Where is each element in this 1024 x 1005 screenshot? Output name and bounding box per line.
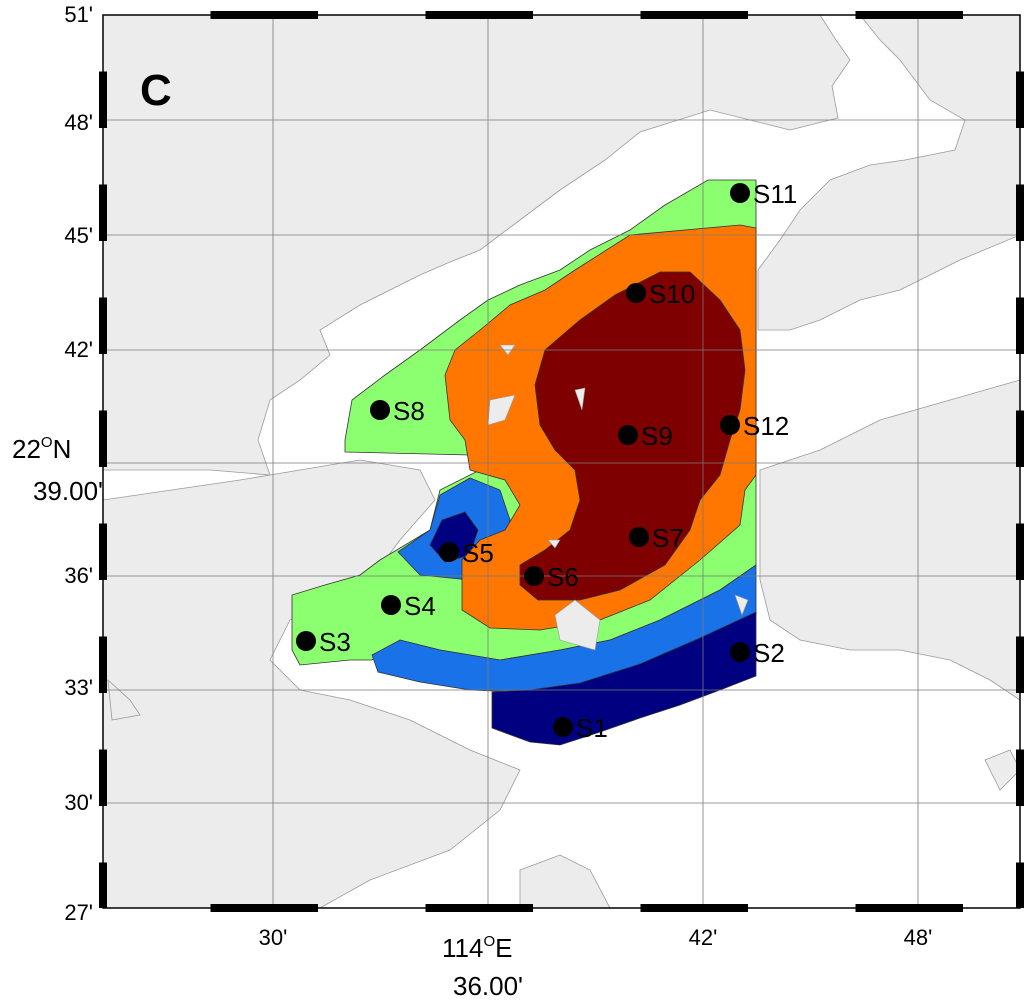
land-south-island [519,854,611,908]
border-segment [640,11,748,19]
y-tick-label: 33' [64,675,93,700]
station-marker-s1 [553,717,573,737]
border-segment [99,749,107,806]
y-tick-label: 39.00' [33,476,103,506]
border-segment [1016,862,1024,908]
neatline-border [99,11,1024,912]
border-segment [1016,297,1024,354]
y-tick-label: 30' [64,790,93,815]
border-segment [99,410,107,467]
y-tick-label: 27' [64,900,93,925]
x-main-degrees: 114 [442,933,483,963]
station-marker-s11 [730,183,750,203]
land-southeast-islet [984,749,1020,791]
border-segment [99,862,107,908]
y-tick-label: 45' [64,223,93,248]
land-east [759,379,1020,701]
gridlines [103,15,1020,908]
station-label-s5: S5 [462,538,494,568]
border-segment [640,904,748,912]
x-main-suffix: E [495,933,512,963]
panel-letter: C [140,66,172,115]
border-segment [1016,749,1024,806]
station-label-s12: S12 [743,411,789,441]
x-tick-label: 42' [689,925,718,950]
station-marker-s10 [626,283,646,303]
border-segment [1016,410,1024,467]
y-axis-labels: 51' 48' 45' 42' 39.00' 36' 33' 30' 27' [33,2,103,925]
y-tick-label: 42' [64,337,93,362]
station-marker-s8 [370,400,390,420]
station-label-s4: S4 [404,591,436,621]
station-marker-s3 [296,631,316,651]
land-masses [103,15,1020,908]
stations-layer: S1 S2 S3 S4 S5 S6 S7 S8 S9 S10 S11 S12 [296,179,797,743]
station-label-s7: S7 [652,523,684,553]
y-axis-main-label: 22ON [12,434,71,464]
station-label-s8: S8 [393,396,425,426]
station-label-s11: S11 [753,179,797,209]
station-label-s10: S10 [649,279,695,309]
y-main-sup: O [41,434,53,451]
border-segment [1016,523,1024,580]
border-segment [425,11,533,19]
land-north-east [757,15,1020,331]
y-tick-label: 51' [64,2,93,27]
x-tick-label: 30' [259,925,288,950]
station-label-s2: S2 [753,638,785,668]
border-segment [1016,71,1024,128]
y-tick-label: 48' [64,110,93,135]
x-axis-main-minutes: 36.00' [453,971,523,1000]
x-tick-label: 48' [904,925,933,950]
station-label-s6: S6 [547,562,579,592]
contour-islets [487,344,749,651]
border-segment [99,184,107,241]
station-marker-s7 [629,527,649,547]
land-west [103,459,521,908]
border-segment [1016,636,1024,693]
y-tick-label: 36' [64,563,93,588]
station-marker-s6 [524,566,544,586]
y-main-suffix: N [53,434,72,464]
border-segment [425,904,533,912]
border-segment [210,904,318,912]
station-marker-s12 [720,415,740,435]
border-segment [99,71,107,128]
station-label-s1: S1 [576,713,608,743]
station-label-s3: S3 [319,627,351,657]
border-segment [210,11,318,19]
contour-level-1 [491,611,757,746]
station-marker-s2 [730,642,750,662]
y-main-degrees: 22 [12,434,41,464]
border-segment [99,523,107,580]
border-segment [1016,184,1024,241]
x-main-sup: O [483,933,495,950]
border-segment [99,636,107,693]
station-label-s9: S9 [641,421,673,451]
x-axis-labels: 30' 42' 48' [259,925,933,950]
station-marker-s5 [439,542,459,562]
border-segment [855,904,963,912]
x-axis-main-label: 114OE [442,933,512,963]
border-segment [99,297,107,354]
station-marker-s4 [381,595,401,615]
border-segment [855,11,963,19]
station-marker-s9 [618,425,638,445]
